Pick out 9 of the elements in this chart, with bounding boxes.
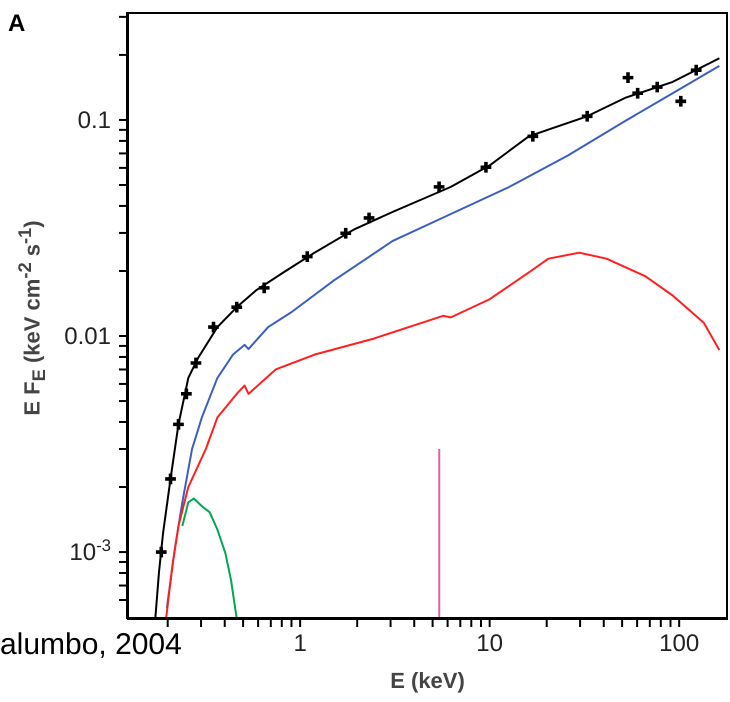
y-tick-label: 10$^{-3}$ — [69, 536, 111, 566]
x-tick-label: 100 — [659, 630, 700, 657]
x-tick-label: 1 — [293, 630, 307, 657]
y-tick-label: 0.1 — [78, 106, 111, 134]
x-tick-label: 10 — [476, 630, 504, 657]
y-tick-label: 0.01 — [64, 323, 111, 350]
x-axis-title: E (keV) — [390, 668, 465, 693]
text: A — [8, 10, 26, 38]
text: alumbo, 2004 — [0, 628, 182, 662]
